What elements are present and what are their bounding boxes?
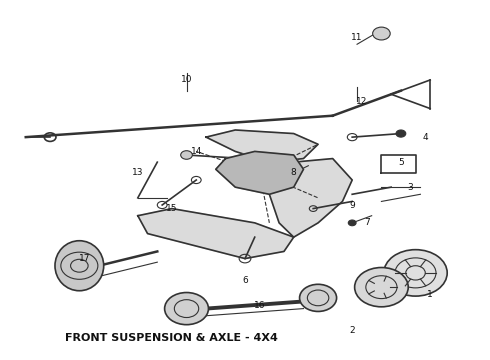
Text: 7: 7 — [364, 219, 369, 228]
Circle shape — [348, 220, 356, 226]
Text: 14: 14 — [191, 147, 202, 156]
Text: 17: 17 — [78, 254, 90, 263]
Circle shape — [384, 249, 447, 296]
Text: 1: 1 — [427, 290, 433, 299]
Text: 10: 10 — [181, 76, 192, 85]
Circle shape — [165, 293, 208, 325]
Circle shape — [396, 130, 406, 137]
Circle shape — [373, 27, 390, 40]
Text: 12: 12 — [356, 97, 368, 106]
Text: FRONT SUSPENSION & AXLE - 4X4: FRONT SUSPENSION & AXLE - 4X4 — [65, 333, 278, 342]
Circle shape — [299, 284, 337, 311]
Text: 9: 9 — [349, 201, 355, 210]
Polygon shape — [270, 158, 352, 237]
Text: 6: 6 — [242, 275, 248, 284]
Text: 16: 16 — [254, 301, 266, 310]
Circle shape — [181, 151, 193, 159]
Circle shape — [239, 154, 251, 163]
Text: 3: 3 — [408, 183, 414, 192]
Polygon shape — [216, 152, 303, 194]
Text: 8: 8 — [291, 168, 296, 177]
Ellipse shape — [55, 241, 104, 291]
Text: 13: 13 — [132, 168, 144, 177]
Text: 2: 2 — [349, 325, 355, 334]
Circle shape — [355, 267, 408, 307]
Text: 11: 11 — [351, 33, 363, 42]
Text: 4: 4 — [422, 132, 428, 141]
Polygon shape — [138, 208, 294, 258]
Circle shape — [288, 168, 299, 177]
Polygon shape — [206, 130, 318, 162]
Text: 15: 15 — [166, 204, 178, 213]
Text: 5: 5 — [398, 158, 404, 167]
